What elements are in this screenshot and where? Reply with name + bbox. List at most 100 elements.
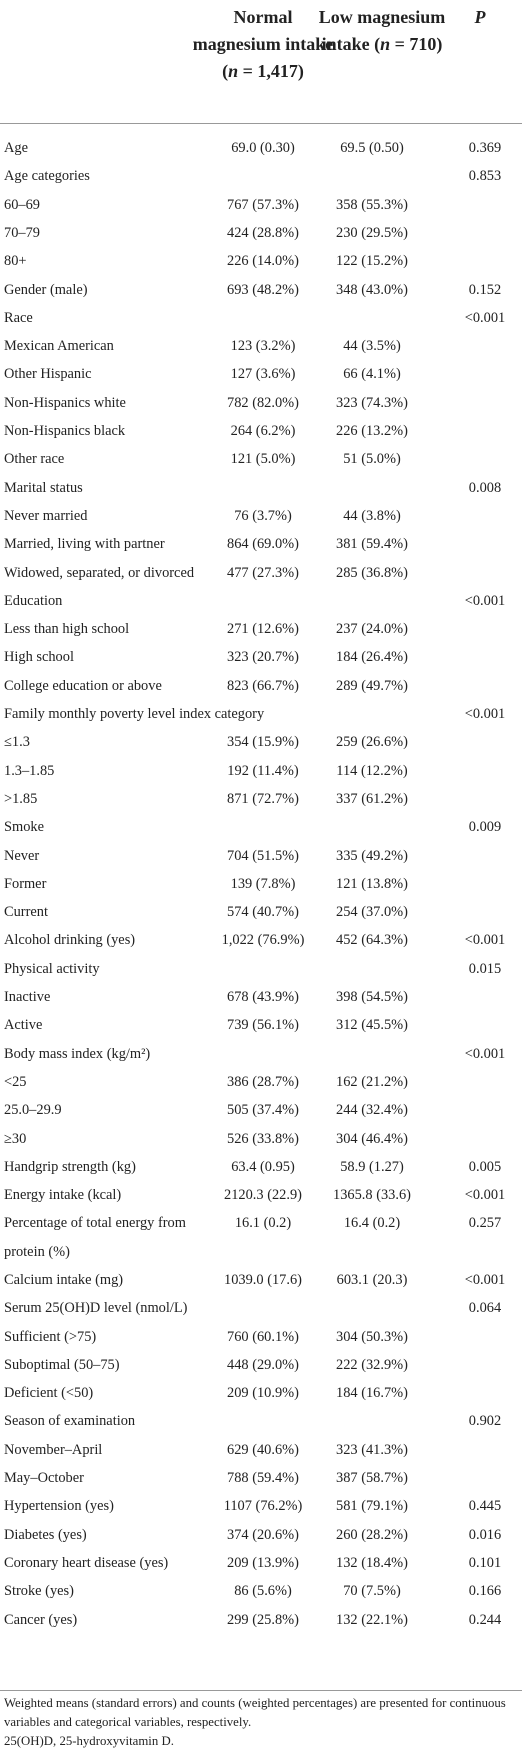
cell-value: 0.445 [468,1498,502,1515]
row-label: Current [4,904,48,921]
cell-value: 0.101 [468,1554,502,1571]
cell-value: <0.001 [464,932,506,949]
cell-value: 354 (15.9%) [227,734,299,751]
cell-value: 162 (21.2%) [336,1073,408,1090]
cell-value: 44 (3.8%) [343,507,401,524]
cell-value: 264 (6.2%) [230,423,296,439]
cell-value: 121 (13.8%) [336,875,408,892]
column-header: P [438,4,522,31]
row-label: Smoke [4,819,44,836]
row-label: November–April [4,1441,103,1458]
row-label: Sufficient (>75) [4,1328,97,1345]
cell-value: 0.009 [468,819,502,836]
cell-value: 823 (66.7%) [227,677,299,694]
cell-value: 123 (3.2%) [230,338,296,355]
cell-value: 69.5 (0.50) [340,140,404,156]
header-text: = 1,417) [238,61,304,81]
cell-value: 0.257 [468,1215,502,1232]
row-label: Alcohol drinking (yes) [4,932,136,949]
row-label: Less than high school [4,621,130,638]
row-label: Coronary heart disease (yes) [4,1554,169,1571]
cell-value: 704 (51.5%) [227,847,299,864]
cell-value: 1,022 (76.9%) [221,932,305,949]
cell-value: 335 (49.2%) [336,847,408,864]
cell-value: 452 (64.3%) [336,932,408,949]
cell-value: 398 (54.5%) [336,989,408,1005]
cell-value: 603.1 (20.3) [336,1271,408,1288]
row-label: Former [4,875,47,892]
cell-value: 244 (32.4%) [336,1102,408,1119]
cell-value: 285 (36.8%) [336,564,408,581]
cell-value: 76 (3.7%) [234,507,292,524]
cell-value: 0.015 [468,960,502,977]
row-label: Non-Hispanics white [4,394,126,411]
row-label: Suboptimal (50–75) [4,1356,120,1373]
row-label: Inactive [4,989,51,1005]
cell-value: 16.4 (0.2) [343,1215,401,1232]
row-label: Mexican American [4,338,114,355]
cell-value: <0.001 [464,592,506,609]
cell-value: 51 (5.0%) [343,451,401,468]
cell-value: 209 (13.9%) [227,1554,299,1571]
cell-value: 864 (69.0%) [227,536,299,553]
cell-value: 139 (7.8%) [230,875,296,892]
header-italic: n [228,61,239,81]
row-label: Education [4,592,63,609]
row-label: Other race [4,451,65,468]
cell-value: 260 (28.2%) [336,1526,408,1543]
cell-value: 230 (29.5%) [336,224,408,241]
cell-value: 184 (26.4%) [336,649,408,666]
row-label: >1.85 [4,790,38,807]
row-label: Gender (male) [4,281,88,298]
header-italic: n [380,34,391,54]
row-label: 60–69 [4,196,40,213]
cell-value: 374 (20.6%) [227,1526,299,1543]
cell-value: 226 (14.0%) [227,253,299,270]
row-label: 80+ [4,253,27,270]
row-label: <25 [4,1073,27,1090]
cell-value: 358 (55.3%) [336,196,408,213]
row-label: Married, living with partner [4,536,165,553]
row-label: Deficient (<50) [4,1385,94,1402]
cell-value: 788 (59.4%) [227,1470,299,1487]
cell-value: 192 (11.4%) [227,762,299,779]
row-label: Physical activity [4,960,100,977]
cell-value: 63.4 (0.95) [231,1158,295,1175]
footnotes: Weighted means (standard errors) and cou… [4,1694,514,1751]
cell-value: 0.152 [468,281,502,298]
row-label: Never [4,847,40,864]
cell-value: 254 (37.0%) [336,904,408,921]
row-label: May–October [4,1470,84,1487]
row-label: Never married [4,507,88,524]
cell-value: 299 (25.8%) [227,1611,299,1628]
cell-value: 2120.3 (22.9) [224,1187,302,1204]
row-label: Non-Hispanics black [4,423,126,439]
cell-value: 69.0 (0.30) [231,140,295,156]
cell-value: 871 (72.7%) [227,790,299,807]
row-label: Race [4,309,33,326]
cell-value: 693 (48.2%) [227,281,299,298]
row-label: Cancer (yes) [4,1611,78,1628]
header-italic: P [474,7,486,27]
cell-value: 304 (50.3%) [336,1328,408,1345]
row-label: 25.0–29.9 [4,1102,62,1119]
header-rule [0,123,522,124]
cell-value: 44 (3.5%) [343,338,401,355]
row-label: Season of examination [4,1413,136,1430]
footnote: Weighted means (standard errors) and cou… [4,1696,506,1729]
cell-value: 58.9 (1.27) [340,1158,404,1175]
cell-value: 0.016 [468,1526,502,1543]
row-label: Handgrip strength (kg) [4,1158,136,1175]
cell-value: 323 (74.3%) [336,394,408,411]
row-label: Other Hispanic [4,366,92,383]
column-header: Low magnesium intake (n = 710) [318,4,446,58]
row-label: Age categories [4,168,90,185]
row-label: College education or above [4,677,162,694]
cell-value: 739 (56.1%) [227,1017,299,1034]
cell-value: <0.001 [464,309,506,326]
cell-value: 323 (41.3%) [336,1441,408,1458]
cell-value: 127 (3.6%) [230,366,296,383]
row-label: Calcium intake (mg) [4,1271,124,1288]
cell-value: 337 (61.2%) [336,790,408,807]
